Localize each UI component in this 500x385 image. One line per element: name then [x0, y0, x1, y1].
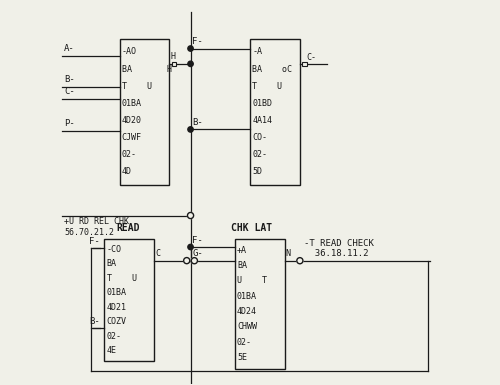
Text: BA    oC: BA oC	[252, 65, 292, 74]
Text: 5E: 5E	[237, 353, 247, 362]
Text: 01BA: 01BA	[237, 291, 257, 301]
Text: 01BA: 01BA	[106, 288, 126, 297]
Text: N: N	[286, 249, 290, 258]
Text: T    U: T U	[252, 82, 282, 91]
Text: P-: P-	[64, 119, 74, 128]
Text: -CO: -CO	[106, 245, 122, 254]
Text: 4E: 4E	[106, 346, 117, 355]
Bar	[234, 239, 284, 369]
Text: F-: F-	[192, 37, 203, 46]
Text: U    T: U T	[237, 276, 267, 285]
Text: 4D24: 4D24	[237, 307, 257, 316]
Text: 02-: 02-	[237, 338, 252, 346]
Text: 4D20: 4D20	[122, 116, 142, 125]
Text: C: C	[155, 249, 160, 258]
Circle shape	[297, 258, 303, 264]
Circle shape	[184, 258, 190, 264]
Text: CO-: CO-	[252, 133, 268, 142]
Text: -AO: -AO	[122, 47, 137, 57]
Text: CJWF: CJWF	[122, 133, 142, 142]
Circle shape	[188, 46, 193, 51]
Text: 4D: 4D	[122, 167, 132, 176]
Bar	[172, 62, 176, 66]
Text: F-: F-	[89, 237, 100, 246]
Text: 4D21: 4D21	[106, 303, 126, 311]
Text: BA: BA	[237, 261, 247, 270]
Text: G-: G-	[192, 249, 203, 258]
Bar	[250, 39, 300, 185]
Text: A-: A-	[64, 44, 74, 53]
Text: 4A14: 4A14	[252, 116, 272, 125]
Bar	[302, 62, 307, 66]
Text: 5D: 5D	[252, 167, 262, 176]
Text: F-: F-	[192, 236, 203, 245]
Bar	[120, 39, 170, 185]
Text: C-: C-	[307, 53, 317, 62]
Text: 02-: 02-	[252, 150, 268, 159]
Text: +A: +A	[237, 246, 247, 254]
Bar	[104, 239, 154, 361]
Text: -A: -A	[252, 47, 262, 57]
Text: -T READ CHECK
  36.18.11.2: -T READ CHECK 36.18.11.2	[304, 239, 374, 258]
Circle shape	[188, 244, 193, 250]
Text: 01BA: 01BA	[122, 99, 142, 108]
Circle shape	[188, 61, 193, 67]
Text: B-: B-	[64, 75, 74, 84]
Text: 01BD: 01BD	[252, 99, 272, 108]
Circle shape	[188, 127, 193, 132]
Text: 02-: 02-	[122, 150, 137, 159]
Text: COZV: COZV	[106, 317, 126, 326]
Text: T    U: T U	[122, 82, 152, 91]
Text: T    U: T U	[106, 274, 136, 283]
Circle shape	[192, 258, 198, 264]
Text: BA       H: BA H	[122, 65, 172, 74]
Text: BA: BA	[106, 259, 117, 268]
Circle shape	[188, 213, 194, 219]
Text: CHWW: CHWW	[237, 322, 257, 331]
Text: 02-: 02-	[106, 331, 122, 340]
Text: CHK LAT: CHK LAT	[231, 223, 272, 233]
Text: READ: READ	[116, 223, 140, 233]
Text: B-: B-	[192, 118, 203, 127]
Text: C-: C-	[64, 87, 74, 96]
Text: +U RD REL CHK
56.70.21.2: +U RD REL CHK 56.70.21.2	[64, 218, 129, 237]
Text: H: H	[171, 52, 176, 61]
Text: B-: B-	[89, 317, 100, 326]
